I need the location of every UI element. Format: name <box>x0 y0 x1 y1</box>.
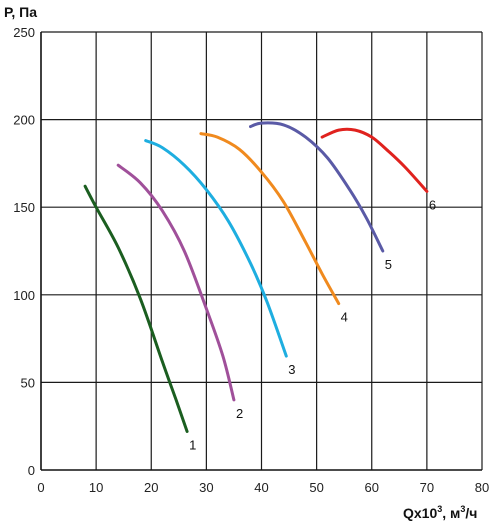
x-axis-title-unit-tail: /ч <box>465 505 477 521</box>
x-tick-label: 20 <box>144 480 158 495</box>
x-tick-label: 40 <box>254 480 268 495</box>
x-tick-label: 30 <box>199 480 213 495</box>
series-line-2 <box>116 163 236 402</box>
series-line-6 <box>320 127 429 193</box>
y-tick-label: 100 <box>13 288 35 303</box>
curve-labels: 1 2 3 4 5 6 <box>189 197 436 452</box>
tick-labels: 0 10 20 30 40 50 60 70 80 0 50 100 150 200 250 <box>13 25 489 495</box>
y-tick-label: 150 <box>13 200 35 215</box>
y-axis-title: Р, Па <box>4 4 37 20</box>
y-tick-label: 200 <box>13 113 35 128</box>
series-label-6: 6 <box>429 197 436 212</box>
x-tick-label: 80 <box>475 480 489 495</box>
y-tick-label: 250 <box>13 25 35 40</box>
grid <box>41 31 483 470</box>
x-axis-title-exp: 3 <box>437 504 442 514</box>
x-axis-title: Qx103, м3/ч <box>403 504 477 521</box>
x-axis-title-unit-exp: 3 <box>460 504 465 514</box>
axes <box>40 32 482 471</box>
x-tick-label: 70 <box>420 480 434 495</box>
x-tick-label: 0 <box>37 480 44 495</box>
x-tick-label: 60 <box>365 480 379 495</box>
x-axis-title-unit: , м <box>442 505 460 521</box>
series-label-5: 5 <box>385 257 392 272</box>
x-tick-label: 10 <box>89 480 103 495</box>
x-tick-label: 50 <box>309 480 323 495</box>
y-tick-label: 50 <box>21 375 35 390</box>
series-label-2: 2 <box>236 406 243 421</box>
series-line-5 <box>249 121 385 253</box>
series-label-3: 3 <box>288 362 295 377</box>
series-label-4: 4 <box>341 310 348 325</box>
y-tick-label: 0 <box>28 463 35 478</box>
series-line-3 <box>144 139 288 358</box>
curves <box>83 121 429 433</box>
series-label-1: 1 <box>189 437 196 452</box>
series-line-4 <box>199 132 341 306</box>
series-line-1 <box>83 184 189 433</box>
x-axis-title-base: Qx10 <box>403 505 437 521</box>
